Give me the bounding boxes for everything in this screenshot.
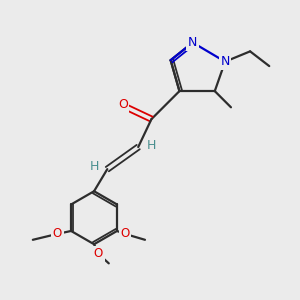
Text: H: H (147, 139, 156, 152)
Text: O: O (118, 98, 128, 111)
Text: O: O (120, 227, 130, 240)
Text: N: N (188, 36, 197, 49)
Text: methoxy: methoxy (42, 233, 48, 234)
Text: O: O (94, 248, 103, 260)
Text: H: H (89, 160, 99, 173)
Text: N: N (220, 55, 230, 68)
Text: O: O (52, 227, 62, 240)
